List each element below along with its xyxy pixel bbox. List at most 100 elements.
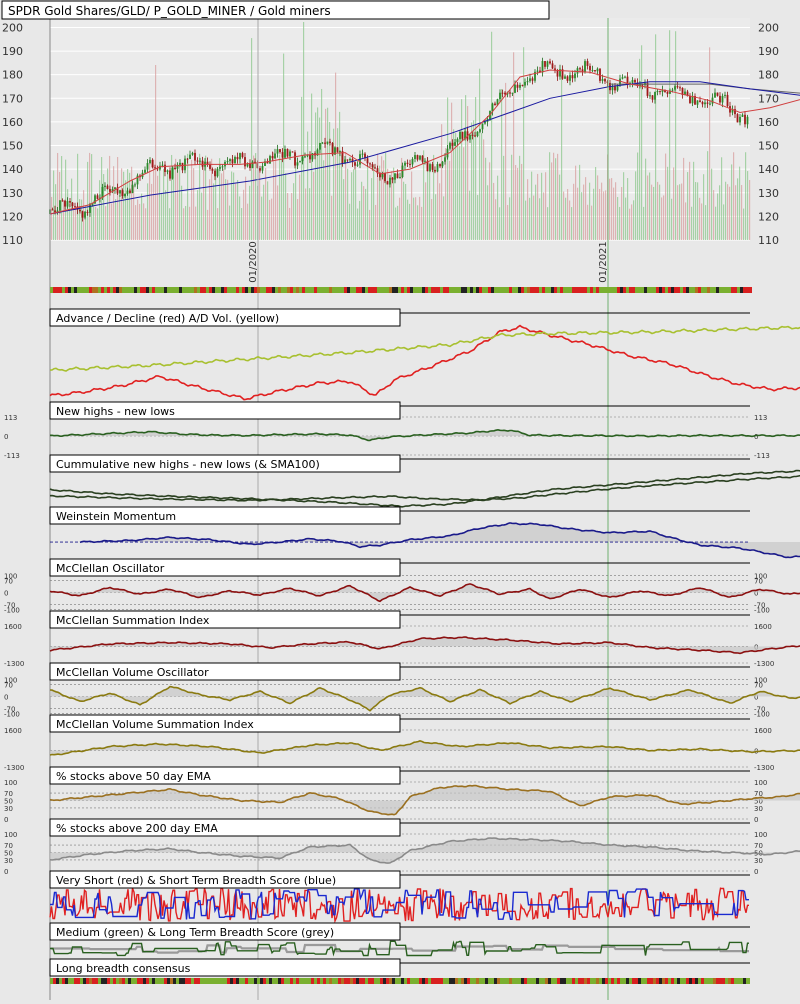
volume-bar (133, 185, 135, 240)
volume-bar (131, 166, 133, 240)
consensus-signal-strip-segment (509, 978, 512, 984)
volume-bar (109, 155, 111, 240)
price-candle-body (474, 135, 476, 137)
consensus-signal-strip-segment (701, 978, 704, 984)
price-signal-strip-segment (89, 287, 92, 293)
volume-bar (73, 208, 75, 240)
price-candle-body (91, 203, 94, 205)
price-signal-strip-segment (632, 287, 635, 293)
price-candle-body (679, 87, 681, 89)
price-candle-body (734, 109, 736, 115)
volume-bar (511, 154, 513, 240)
panel-tick-label-right: 70 (754, 842, 763, 850)
price-candle-body (306, 154, 309, 157)
price-candle-body (191, 152, 194, 155)
price-candle-body (686, 91, 689, 97)
price-tick-label-right: 120 (758, 210, 779, 223)
volume-bar (327, 107, 329, 240)
panel-tick-label-left: 100 (4, 779, 17, 787)
price-candle-body (286, 148, 289, 157)
price-candle-body (579, 68, 581, 70)
volume-bar (539, 198, 541, 240)
consensus-signal-strip-segment (323, 978, 326, 984)
panel-title: Cummulative new highs - new lows (& SMA1… (56, 458, 320, 471)
volume-bar (67, 189, 69, 240)
volume-bar (221, 173, 223, 240)
volume-bar (531, 171, 533, 240)
consensus-signal-strip-segment (563, 978, 566, 984)
price-candle-body (611, 86, 614, 91)
price-tick-label-left: 140 (2, 163, 23, 176)
volume-bar (419, 196, 421, 240)
price-signal-strip-segment (629, 287, 632, 293)
volume-bar (225, 179, 227, 240)
volume-bar (171, 154, 173, 240)
volume-bar (491, 31, 493, 240)
price-signal-strip-segment (362, 287, 365, 293)
volume-bar (151, 183, 153, 240)
consensus-signal-strip-segment (419, 978, 422, 984)
panel-title: Weinstein Momentum (56, 510, 176, 523)
volume-bar (395, 207, 397, 240)
volume-bar (525, 200, 527, 240)
price-candle-body (61, 200, 64, 202)
volume-bar (745, 152, 747, 240)
volume-bar (505, 82, 507, 240)
volume-bar (391, 171, 393, 240)
volume-bar (705, 205, 707, 240)
price-candle-body (214, 170, 216, 177)
panel-tick-label-right: 30 (754, 857, 763, 865)
price-candle-body (356, 164, 359, 166)
consensus-signal-strip-segment (437, 978, 440, 984)
price-signal-strip-segment (119, 287, 122, 293)
volume-bar (181, 185, 183, 240)
volume-bar (211, 158, 213, 240)
panel-title: % stocks above 200 day EMA (56, 822, 218, 835)
consensus-signal-strip-segment (431, 978, 434, 984)
price-candle-body (539, 70, 541, 73)
price-signal-strip-segment (575, 287, 578, 293)
volume-bar (393, 167, 395, 240)
volume-bar (553, 152, 555, 240)
volume-bar (477, 195, 479, 240)
consensus-signal-strip-segment (611, 978, 614, 984)
volume-bar (121, 168, 123, 240)
price-candle-body (159, 165, 161, 170)
volume-bar (97, 208, 99, 240)
volume-bar (599, 188, 601, 240)
price-candle-body (691, 96, 694, 104)
price-candle-body (481, 123, 484, 130)
price-signal-strip-segment (395, 287, 398, 293)
consensus-signal-strip-segment (425, 978, 428, 984)
price-candle-body (264, 161, 266, 167)
volume-bar (79, 199, 81, 240)
volume-bar (715, 206, 717, 240)
price-candle-body (616, 85, 619, 91)
panel-tick-label-left: 70 (4, 578, 13, 586)
volume-bar (409, 203, 411, 240)
price-candle-body (294, 152, 296, 166)
consensus-signal-strip-segment (632, 978, 635, 984)
volume-bar (161, 192, 163, 240)
price-candle-body (421, 155, 424, 162)
price-signal-strip-segment (296, 287, 299, 293)
volume-bar (725, 181, 727, 240)
volume-bar (653, 186, 655, 240)
price-candle-body (316, 149, 319, 156)
panel-tick-label-left: 0 (4, 868, 8, 876)
volume-bar (603, 191, 605, 240)
volume-bar (625, 197, 627, 240)
price-candle-body (449, 142, 451, 149)
volume-bar (81, 199, 83, 240)
price-candle-body (659, 91, 661, 93)
price-candle-body (429, 164, 431, 172)
price-candle-body (281, 152, 284, 158)
price-candle-body (721, 95, 724, 103)
volume-bar (61, 156, 63, 240)
volume-bar (89, 152, 91, 240)
price-tick-label-right: 160 (758, 116, 779, 129)
price-candle-body (524, 81, 526, 86)
volume-bar (675, 31, 677, 240)
price-signal-strip-segment (431, 287, 434, 293)
price-signal-strip-segment (272, 287, 275, 293)
